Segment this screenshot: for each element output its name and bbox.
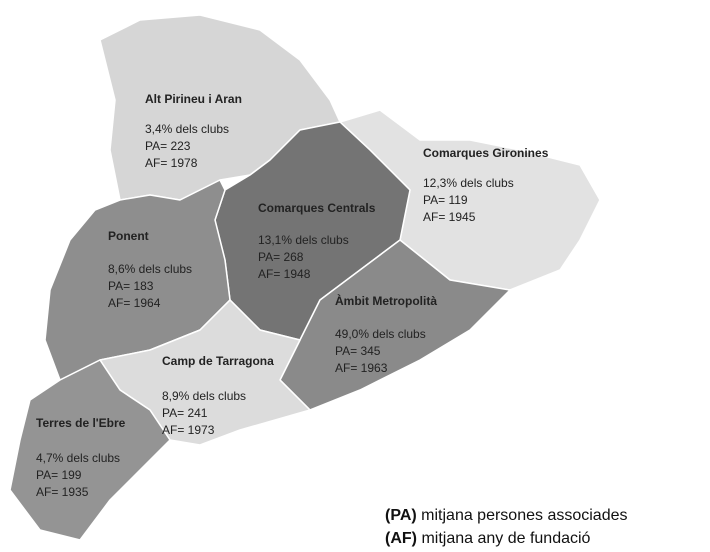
region-labels: Alt Pirineu i Aran 3,4% dels clubs PA= 223… xyxy=(36,92,549,499)
region-pa: PA= 268 xyxy=(258,250,304,264)
region-pa: PA= 345 xyxy=(335,344,381,358)
region-share: 8,6% dels clubs xyxy=(108,262,192,276)
region-name: Camp de Tarragona xyxy=(162,354,274,368)
region-name: Comarques Gironines xyxy=(423,146,549,160)
legend-text: mitjana persones associades xyxy=(421,507,627,524)
region-name: Comarques Centrals xyxy=(258,201,376,215)
region-name: Terres de l'Ebre xyxy=(36,416,126,430)
region-af: AF= 1963 xyxy=(335,361,388,375)
region-pa: PA= 223 xyxy=(145,139,191,153)
region-af: AF= 1973 xyxy=(162,423,215,437)
region-share: 12,3% dels clubs xyxy=(423,176,514,190)
region-pa: PA= 241 xyxy=(162,406,208,420)
region-share: 4,7% dels clubs xyxy=(36,451,120,465)
region-share: 3,4% dels clubs xyxy=(145,122,229,136)
legend-text: mitjana any de fundació xyxy=(421,530,590,547)
legend-abbr: (PA) xyxy=(385,507,417,524)
region-metropolita xyxy=(279,239,511,411)
region-af: AF= 1978 xyxy=(145,156,198,170)
region-pa: PA= 199 xyxy=(36,468,82,482)
region-pa: PA= 183 xyxy=(108,279,154,293)
legend: (PA) mitjana persones associades (AF) mi… xyxy=(385,507,628,547)
region-share: 13,1% dels clubs xyxy=(258,233,349,247)
region-share: 8,9% dels clubs xyxy=(162,389,246,403)
region-share: 49,0% dels clubs xyxy=(335,327,426,341)
region-af: AF= 1948 xyxy=(258,267,311,281)
legend-entry: (PA) mitjana persones associades xyxy=(385,507,628,524)
region-ebre xyxy=(9,359,171,541)
legend-abbr: (AF) xyxy=(385,530,417,547)
region-name: Alt Pirineu i Aran xyxy=(145,92,242,106)
region-af: AF= 1935 xyxy=(36,485,89,499)
region-tarragona xyxy=(99,299,311,446)
regions xyxy=(9,14,601,541)
region-name: Ponent xyxy=(108,229,149,243)
region-pa: PA= 119 xyxy=(423,193,468,207)
region-af: AF= 1964 xyxy=(108,296,161,310)
region-name: Àmbit Metropolità xyxy=(335,293,437,308)
region-af: AF= 1945 xyxy=(423,210,476,224)
legend-entry: (AF) mitjana any de fundació xyxy=(385,530,591,547)
